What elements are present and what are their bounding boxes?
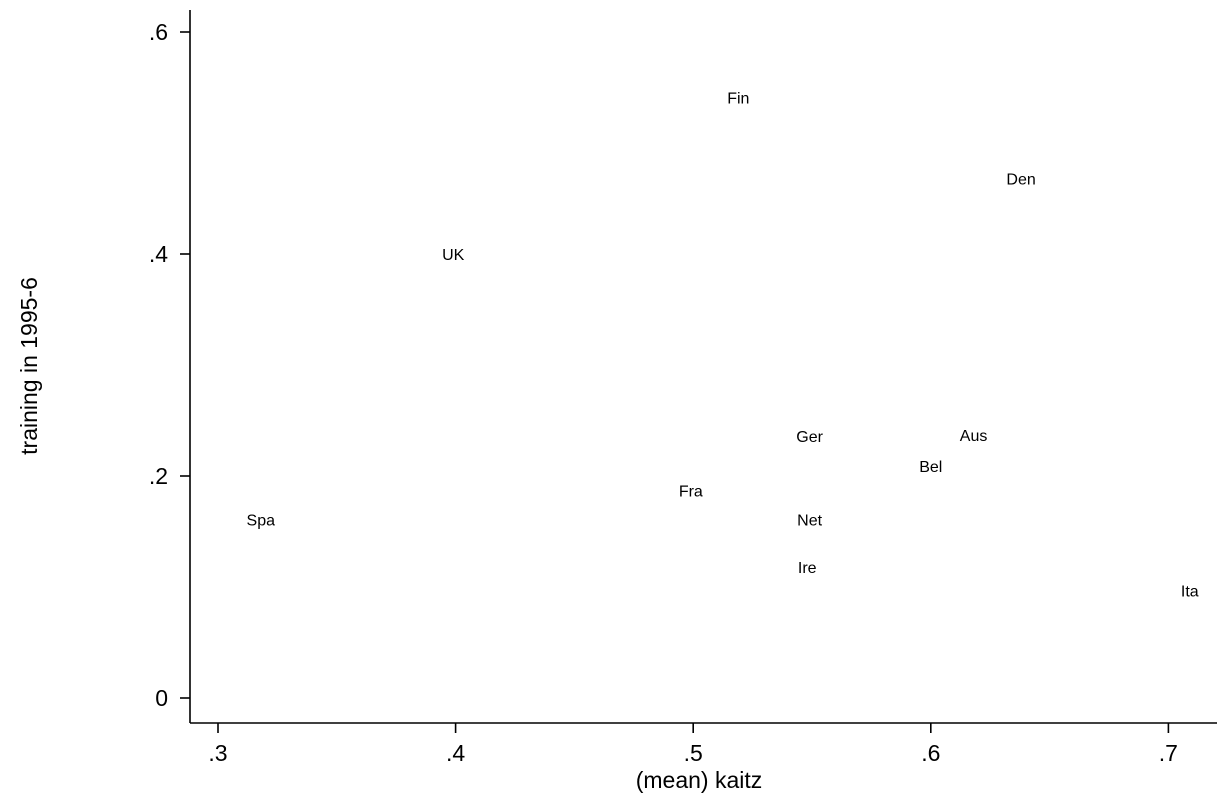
data-point-label: Bel: [919, 459, 942, 476]
x-axis-title: (mean) kaitz: [636, 767, 763, 793]
y-tick-label: .6: [149, 19, 168, 45]
y-tick-label: .2: [149, 463, 168, 489]
x-tick-label: .3: [208, 740, 227, 766]
data-point-label: Den: [1006, 172, 1035, 189]
data-point-label: Fin: [727, 90, 749, 107]
data-point-label: Fra: [679, 483, 703, 500]
data-point-label: Ire: [798, 560, 817, 577]
data-point-label: Spa: [247, 512, 276, 529]
x-tick-label: .4: [446, 740, 465, 766]
y-axis-title: training in 1995-6: [16, 277, 42, 455]
x-tick-label: .5: [684, 740, 703, 766]
data-point-label: Aus: [960, 428, 988, 445]
data-point-label: Ger: [796, 429, 823, 446]
data-point-label: UK: [442, 247, 465, 264]
x-tick-label: .7: [1159, 740, 1178, 766]
data-point-label: Net: [797, 512, 822, 529]
x-tick-label: .6: [921, 740, 940, 766]
plot-area: 0 .2 .4 .6 .3 .4 .5 .6 .7 (mean) kaitz training in…: [16, 10, 1217, 793]
data-point-label: Ita: [1181, 583, 1199, 600]
y-tick-label: .4: [149, 241, 168, 267]
y-tick-label: 0: [155, 685, 168, 711]
